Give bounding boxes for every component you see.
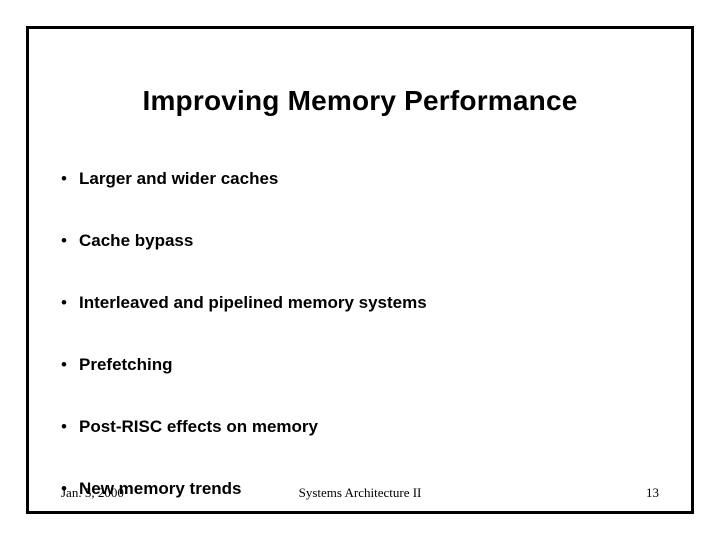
bullet-icon: •: [61, 417, 79, 437]
list-item: • Cache bypass: [61, 231, 661, 251]
bullet-text: Interleaved and pipelined memory systems: [79, 293, 427, 313]
bullet-icon: •: [61, 169, 79, 189]
bullet-text: Post-RISC effects on memory: [79, 417, 318, 437]
bullet-icon: •: [61, 293, 79, 313]
slide-border: Improving Memory Performance • Larger an…: [26, 26, 694, 514]
slide-footer: Jan. 5, 2000 Systems Architecture II 13: [61, 483, 659, 501]
bullet-text: Cache bypass: [79, 231, 193, 251]
bullet-text: Larger and wider caches: [79, 169, 278, 189]
list-item: • Interleaved and pipelined memory syste…: [61, 293, 661, 313]
slide-title: Improving Memory Performance: [29, 85, 691, 117]
list-item: • Post-RISC effects on memory: [61, 417, 661, 437]
footer-course: Systems Architecture II: [61, 485, 659, 501]
bullet-text: Prefetching: [79, 355, 173, 375]
list-item: • Larger and wider caches: [61, 169, 661, 189]
bullet-icon: •: [61, 355, 79, 375]
slide: Improving Memory Performance • Larger an…: [0, 0, 720, 540]
list-item: • Prefetching: [61, 355, 661, 375]
bullet-icon: •: [61, 231, 79, 251]
footer-page: 13: [646, 485, 659, 501]
